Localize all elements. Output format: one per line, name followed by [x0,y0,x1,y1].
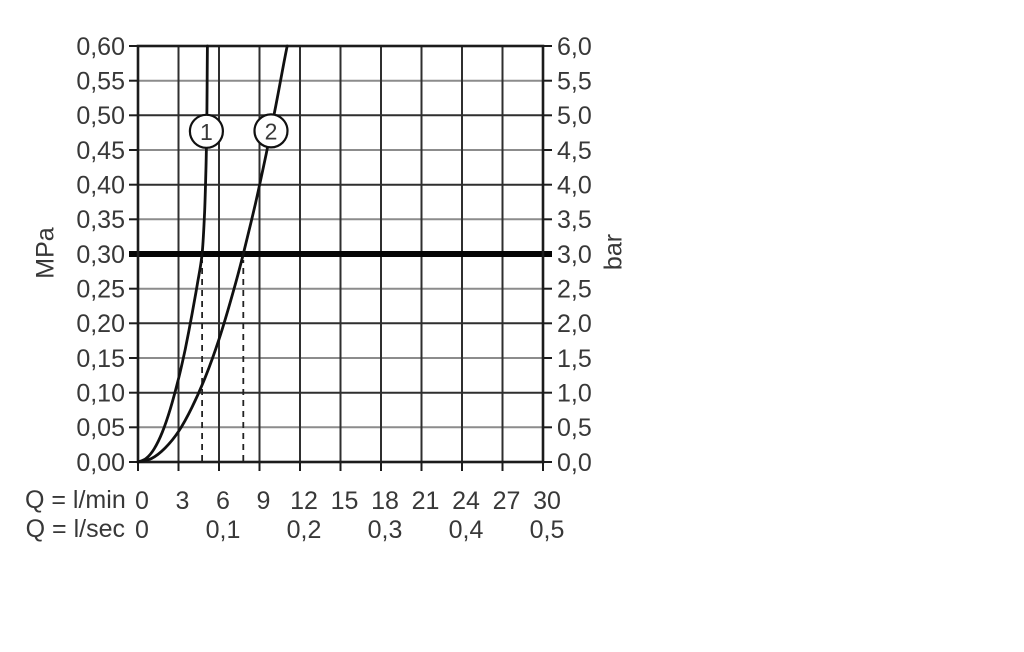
y-left-tick-label: 0,35 [76,206,125,234]
x-primary-tick-label: 30 [533,487,561,515]
y-left-tick-label: 0,30 [76,241,125,269]
x-primary-tick-label: 3 [176,487,190,515]
x-secondary-tick-label: 0,2 [287,516,322,544]
y-left-tick-label: 0,55 [76,67,125,95]
y-right-tick-label: 4,5 [557,137,592,165]
x-secondary-tick-label: 0 [135,516,149,544]
x-primary-tick-label: 24 [452,487,480,515]
curve-marker-circle-2 [253,113,289,149]
x-primary-tick-label: 0 [135,487,149,515]
x-axis-secondary-label: Q = l/sec [25,515,125,543]
y-right-tick-label: 4,0 [557,171,592,199]
curve-marker-number-1: 1 [200,119,213,145]
y-left-tick-label: 0,60 [76,33,125,61]
y-right-tick-label: 2,5 [557,275,592,303]
x-primary-tick-label: 21 [412,487,440,515]
y-left-tick-label: 0,45 [76,137,125,165]
x-secondary-tick-label: 0,4 [449,516,484,544]
y-axis-right-unit-label: bar [599,233,628,271]
x-secondary-tick-label: 0,3 [368,516,403,544]
y-axis-left-unit-label: MPa [31,227,60,279]
curve-2 [136,44,289,464]
curve-marker-number-2: 2 [265,118,278,144]
y-left-tick-label: 0,50 [76,102,125,130]
y-right-tick-label: 1,0 [557,379,592,407]
x-primary-tick-label: 18 [371,487,399,515]
y-left-tick-label: 0,40 [76,171,125,199]
x-secondary-tick-label: 0,1 [206,516,241,544]
y-right-tick-label: 0,0 [557,449,592,477]
y-left-tick-label: 0,20 [76,310,125,338]
x-primary-tick-label: 9 [257,487,271,515]
y-right-tick-label: 0,5 [557,414,592,442]
plot-border [136,44,545,464]
y-right-tick-label: 3,0 [557,241,592,269]
y-right-tick-label: 5,5 [557,67,592,95]
x-axis-primary-label: Q = l/min [25,486,126,514]
y-left-tick-label: 0,10 [76,379,125,407]
x-primary-tick-label: 6 [216,487,230,515]
y-left-tick-label: 0,25 [76,275,125,303]
curve-marker-circle-1 [188,113,224,149]
y-right-tick-label: 1,5 [557,345,592,373]
x-primary-tick-label: 15 [331,487,359,515]
x-secondary-tick-label: 0,5 [530,516,565,544]
y-left-tick-label: 0,15 [76,345,125,373]
y-left-tick-label: 0,05 [76,414,125,442]
x-primary-tick-label: 27 [493,487,521,515]
y-left-tick-label: 0,00 [76,449,125,477]
x-primary-tick-label: 12 [290,487,318,515]
y-right-tick-label: 6,0 [557,33,592,61]
y-right-tick-label: 5,0 [557,102,592,130]
y-right-tick-label: 3,5 [557,206,592,234]
y-right-tick-label: 2,0 [557,310,592,338]
